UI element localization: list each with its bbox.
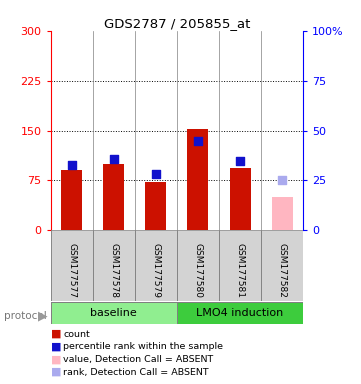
Text: ■: ■ bbox=[51, 342, 61, 352]
Bar bbox=[187, 129, 208, 230]
Point bbox=[195, 137, 201, 144]
Text: GSM177581: GSM177581 bbox=[236, 243, 244, 298]
Text: ■: ■ bbox=[51, 329, 61, 339]
Bar bbox=[230, 169, 251, 230]
Text: percentile rank within the sample: percentile rank within the sample bbox=[63, 342, 223, 351]
Text: GSM177577: GSM177577 bbox=[67, 243, 76, 298]
Point bbox=[111, 156, 117, 162]
Point bbox=[237, 157, 243, 164]
Bar bbox=[93, 230, 135, 301]
Bar bbox=[271, 197, 293, 230]
Point bbox=[69, 161, 74, 167]
Text: GSM177578: GSM177578 bbox=[109, 243, 118, 298]
Text: baseline: baseline bbox=[90, 308, 137, 318]
Text: LMO4 induction: LMO4 induction bbox=[196, 308, 284, 318]
Bar bbox=[219, 230, 261, 301]
Text: value, Detection Call = ABSENT: value, Detection Call = ABSENT bbox=[63, 355, 213, 364]
Text: ▶: ▶ bbox=[38, 309, 48, 322]
Text: GSM177582: GSM177582 bbox=[278, 243, 287, 298]
Text: ■: ■ bbox=[51, 367, 61, 377]
Text: rank, Detection Call = ABSENT: rank, Detection Call = ABSENT bbox=[63, 367, 209, 377]
Point bbox=[279, 177, 285, 184]
Bar bbox=[51, 230, 93, 301]
Text: ■: ■ bbox=[51, 354, 61, 364]
Text: count: count bbox=[63, 329, 90, 339]
Bar bbox=[135, 230, 177, 301]
Bar bbox=[51, 302, 177, 324]
Point bbox=[153, 171, 159, 177]
Bar bbox=[103, 164, 124, 230]
Text: GSM177579: GSM177579 bbox=[151, 243, 160, 298]
Text: protocol: protocol bbox=[4, 311, 46, 321]
Title: GDS2787 / 205855_at: GDS2787 / 205855_at bbox=[104, 17, 250, 30]
Text: GSM177580: GSM177580 bbox=[193, 243, 203, 298]
Bar bbox=[61, 170, 82, 230]
Bar bbox=[145, 182, 166, 230]
Bar bbox=[177, 230, 219, 301]
Bar bbox=[177, 302, 303, 324]
Bar bbox=[261, 230, 303, 301]
